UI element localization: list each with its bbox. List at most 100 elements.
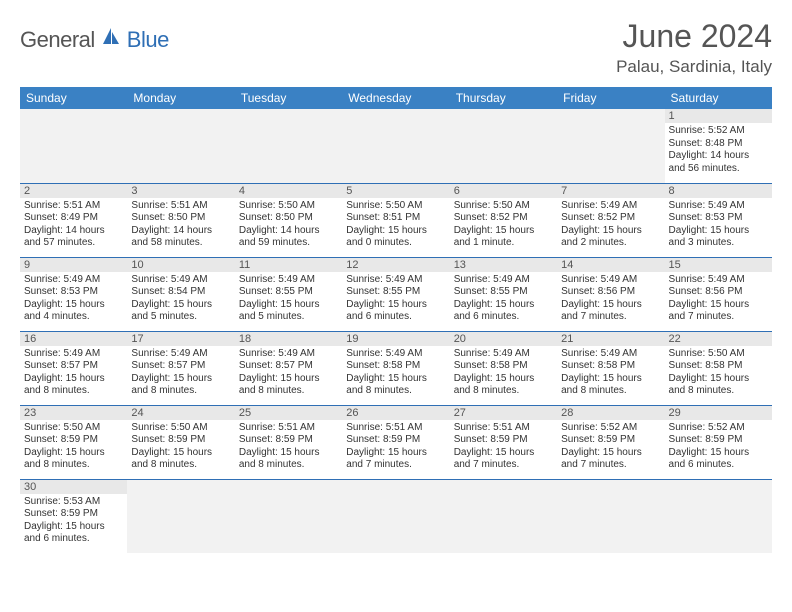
day-cell: 17Sunrise: 5:49 AMSunset: 8:57 PMDayligh…	[127, 331, 234, 405]
day-details: Sunrise: 5:51 AMSunset: 8:49 PMDaylight:…	[24, 200, 123, 250]
sunset-text: Sunset: 8:58 PM	[669, 360, 768, 373]
day-cell	[235, 479, 342, 553]
day-cell: 1Sunrise: 5:52 AMSunset: 8:48 PMDaylight…	[665, 109, 772, 183]
brand-blue: Blue	[127, 27, 169, 53]
sunset-text: Sunset: 8:49 PM	[24, 212, 123, 225]
day-number: 15	[665, 258, 772, 272]
sunset-text: Sunset: 8:55 PM	[239, 286, 338, 299]
day-header: Sunday	[20, 87, 127, 109]
sunset-text: Sunset: 8:55 PM	[454, 286, 553, 299]
daylight-text: Daylight: 15 hours and 7 minutes.	[669, 299, 768, 324]
day-cell: 20Sunrise: 5:49 AMSunset: 8:58 PMDayligh…	[450, 331, 557, 405]
sunset-text: Sunset: 8:58 PM	[454, 360, 553, 373]
day-number: 29	[665, 406, 772, 420]
day-cell: 4 Sunrise: 5:50 AMSunset: 8:50 PMDaylight…	[235, 183, 342, 257]
title-block: June 2024 Palau, Sardinia, Italy	[616, 18, 772, 77]
sunrise-text: Sunrise: 5:50 AM	[669, 348, 768, 361]
day-number: 9	[20, 258, 127, 272]
day-header: Tuesday	[235, 87, 342, 109]
day-cell: 11Sunrise: 5:49 AMSunset: 8:55 PMDayligh…	[235, 257, 342, 331]
week-row: 30Sunrise: 5:53 AMSunset: 8:59 PMDayligh…	[20, 479, 772, 553]
location-subtitle: Palau, Sardinia, Italy	[616, 57, 772, 77]
day-number: 8	[665, 184, 772, 198]
day-number: 20	[450, 332, 557, 346]
day-details: Sunrise: 5:49 AMSunset: 8:55 PMDaylight:…	[239, 274, 338, 324]
daylight-text: Daylight: 15 hours and 0 minutes.	[346, 225, 445, 250]
day-cell: 22Sunrise: 5:50 AMSunset: 8:58 PMDayligh…	[665, 331, 772, 405]
daylight-text: Daylight: 15 hours and 7 minutes.	[561, 299, 660, 324]
day-number: 4	[235, 184, 342, 198]
week-row: 1Sunrise: 5:52 AMSunset: 8:48 PMDaylight…	[20, 109, 772, 183]
day-details: Sunrise: 5:49 AMSunset: 8:56 PMDaylight:…	[561, 274, 660, 324]
sunrise-text: Sunrise: 5:50 AM	[454, 200, 553, 213]
week-row: 16Sunrise: 5:49 AMSunset: 8:57 PMDayligh…	[20, 331, 772, 405]
day-cell: 18Sunrise: 5:49 AMSunset: 8:57 PMDayligh…	[235, 331, 342, 405]
daylight-text: Daylight: 15 hours and 8 minutes.	[131, 447, 230, 472]
sunrise-text: Sunrise: 5:52 AM	[561, 422, 660, 435]
day-details: Sunrise: 5:49 AMSunset: 8:58 PMDaylight:…	[561, 348, 660, 398]
day-number: 25	[235, 406, 342, 420]
sunrise-text: Sunrise: 5:51 AM	[131, 200, 230, 213]
week-row: 9Sunrise: 5:49 AMSunset: 8:53 PMDaylight…	[20, 257, 772, 331]
sunrise-text: Sunrise: 5:49 AM	[561, 274, 660, 287]
day-number: 28	[557, 406, 664, 420]
sunrise-text: Sunrise: 5:49 AM	[346, 348, 445, 361]
day-number: 12	[342, 258, 449, 272]
day-details: Sunrise: 5:49 AMSunset: 8:55 PMDaylight:…	[454, 274, 553, 324]
day-cell: 25 Sunrise: 5:51 AMSunset: 8:59 PMDayligh…	[235, 405, 342, 479]
sail-icon	[100, 26, 122, 53]
sunset-text: Sunset: 8:57 PM	[239, 360, 338, 373]
brand-general: General	[20, 27, 95, 53]
day-number: 30	[20, 480, 127, 494]
day-number: 27	[450, 406, 557, 420]
day-cell	[557, 479, 664, 553]
day-cell	[665, 479, 772, 553]
day-number: 23	[20, 406, 127, 420]
day-cell: 14Sunrise: 5:49 AMSunset: 8:56 PMDayligh…	[557, 257, 664, 331]
day-number: 5	[342, 184, 449, 198]
sunrise-text: Sunrise: 5:51 AM	[24, 200, 123, 213]
day-cell	[342, 109, 449, 183]
daylight-text: Daylight: 14 hours and 56 minutes.	[669, 150, 768, 175]
sunset-text: Sunset: 8:57 PM	[131, 360, 230, 373]
page-header: General Blue June 2024 Palau, Sardinia, …	[20, 18, 772, 77]
sunrise-text: Sunrise: 5:49 AM	[239, 348, 338, 361]
sunset-text: Sunset: 8:54 PM	[131, 286, 230, 299]
day-number: 18	[235, 332, 342, 346]
day-cell	[235, 109, 342, 183]
sunrise-text: Sunrise: 5:51 AM	[239, 422, 338, 435]
day-header: Friday	[557, 87, 664, 109]
day-details: Sunrise: 5:51 AMSunset: 8:59 PMDaylight:…	[346, 422, 445, 472]
day-details: Sunrise: 5:50 AMSunset: 8:59 PMDaylight:…	[131, 422, 230, 472]
day-number: 3	[127, 184, 234, 198]
day-cell: 13Sunrise: 5:49 AMSunset: 8:55 PMDayligh…	[450, 257, 557, 331]
day-cell: 21Sunrise: 5:49 AMSunset: 8:58 PMDayligh…	[557, 331, 664, 405]
daylight-text: Daylight: 15 hours and 2 minutes.	[561, 225, 660, 250]
day-details: Sunrise: 5:50 AMSunset: 8:50 PMDaylight:…	[239, 200, 338, 250]
daylight-text: Daylight: 15 hours and 3 minutes.	[669, 225, 768, 250]
daylight-text: Daylight: 15 hours and 8 minutes.	[131, 373, 230, 398]
day-cell: 30Sunrise: 5:53 AMSunset: 8:59 PMDayligh…	[20, 479, 127, 553]
daylight-text: Daylight: 15 hours and 1 minute.	[454, 225, 553, 250]
day-number: 26	[342, 406, 449, 420]
day-number: 19	[342, 332, 449, 346]
sunrise-text: Sunrise: 5:51 AM	[454, 422, 553, 435]
sunrise-text: Sunrise: 5:49 AM	[239, 274, 338, 287]
daylight-text: Daylight: 15 hours and 8 minutes.	[346, 373, 445, 398]
week-row: 23 Sunrise: 5:50 AMSunset: 8:59 PMDayligh…	[20, 405, 772, 479]
sunset-text: Sunset: 8:48 PM	[669, 138, 768, 151]
day-details: Sunrise: 5:49 AMSunset: 8:57 PMDaylight:…	[24, 348, 123, 398]
day-header: Wednesday	[342, 87, 449, 109]
daylight-text: Daylight: 15 hours and 8 minutes.	[669, 373, 768, 398]
sunrise-text: Sunrise: 5:49 AM	[669, 200, 768, 213]
day-header: Monday	[127, 87, 234, 109]
sunset-text: Sunset: 8:59 PM	[669, 434, 768, 447]
daylight-text: Daylight: 15 hours and 7 minutes.	[561, 447, 660, 472]
sunrise-text: Sunrise: 5:52 AM	[669, 422, 768, 435]
sunrise-text: Sunrise: 5:53 AM	[24, 496, 123, 509]
sunrise-text: Sunrise: 5:49 AM	[454, 274, 553, 287]
day-details: Sunrise: 5:50 AMSunset: 8:59 PMDaylight:…	[24, 422, 123, 472]
day-details: Sunrise: 5:51 AMSunset: 8:59 PMDaylight:…	[239, 422, 338, 472]
daylight-text: Daylight: 15 hours and 8 minutes.	[24, 373, 123, 398]
day-cell: 29Sunrise: 5:52 AMSunset: 8:59 PMDayligh…	[665, 405, 772, 479]
